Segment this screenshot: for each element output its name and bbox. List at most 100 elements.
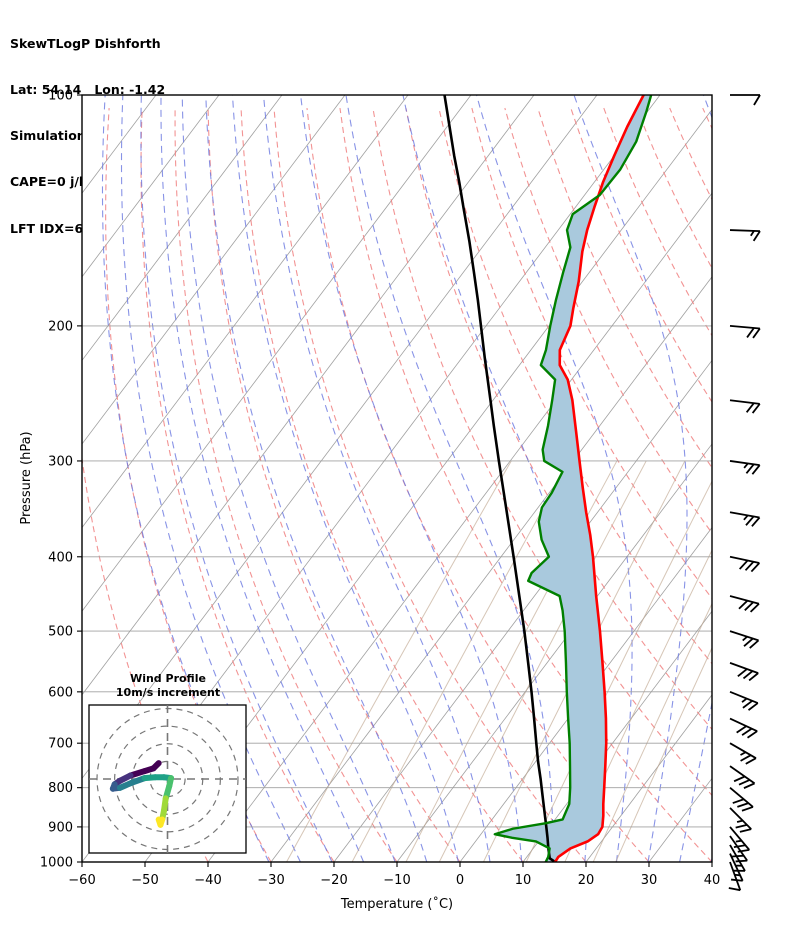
wind-barb [729, 460, 761, 475]
y-tick-label: 300 [48, 454, 73, 469]
x-axis: −60 −50 −40 −30 −20 −10 0 10 20 30 40 [68, 862, 720, 888]
wind-barb [729, 765, 756, 789]
wind-barb [729, 826, 750, 853]
moist-adiabat-line [710, 856, 712, 862]
parcel-path-curve [443, 95, 557, 862]
inset-title-line2: 10m/s increment [116, 686, 220, 699]
dry-adiabat-line [174, 108, 398, 862]
y-tick-label: 700 [48, 737, 73, 752]
moist-adiabat-line [160, 95, 365, 862]
wind-barb [729, 717, 758, 739]
dry-adiabat-line [140, 108, 335, 862]
mixing-ratio-line [482, 460, 686, 862]
wind-barb [729, 555, 761, 573]
x-tick-label: 30 [641, 873, 658, 888]
isotherm-line [82, 95, 472, 612]
y-tick-label: 900 [48, 820, 73, 835]
wind-barb [729, 630, 760, 649]
saturation-shading [494, 95, 652, 862]
x-tick-label: 10 [515, 873, 532, 888]
temperature-curve [553, 95, 645, 862]
isotherm-line [207, 192, 712, 862]
wind-barb [729, 229, 761, 242]
x-tick-label: −60 [68, 873, 95, 888]
dry-adiabat-line [273, 108, 587, 862]
wind-barb [729, 786, 754, 812]
y-axis: 100 200 300 400 500 600 700 800 900 1000 [40, 89, 82, 871]
y-tick-label: 1000 [40, 856, 73, 871]
y-tick-label: 100 [48, 89, 73, 104]
inset-title-line1: Wind Profile [130, 672, 206, 685]
y-tick-label: 400 [48, 550, 73, 565]
moist-adiabat-line [181, 95, 396, 862]
isotherm-line [82, 95, 409, 529]
moist-adiabat-line [140, 95, 333, 862]
isotherm-line [585, 694, 712, 862]
isotherm-line [333, 359, 712, 862]
dry-adiabat-line [702, 107, 712, 130]
dry-adiabat-line [405, 107, 712, 731]
dry-adiabat-line [537, 107, 712, 469]
wind-barb [729, 844, 746, 872]
wind-barb [729, 807, 752, 833]
mixing-ratio-line [351, 460, 570, 862]
sounding-curves [443, 95, 653, 862]
wind-barb [729, 853, 744, 882]
wind-barb [729, 662, 759, 682]
wind-barb [729, 399, 761, 414]
y-tick-label: 500 [48, 625, 73, 640]
y-tick-label: 200 [48, 319, 73, 334]
x-tick-label: 40 [704, 873, 721, 888]
x-tick-label: −30 [257, 873, 284, 888]
x-tick-label: 0 [456, 873, 464, 888]
moist-adiabat-line [262, 95, 491, 862]
dry-adiabat-line [82, 454, 209, 862]
isotherm-line [775, 95, 794, 862]
x-tick-label: −40 [194, 873, 221, 888]
hodograph-segment [155, 816, 164, 828]
dry-adiabat-line [438, 107, 712, 665]
mixing-ratio-line [615, 646, 712, 862]
x-tick-label: −10 [383, 873, 410, 888]
dry-adiabat-line [339, 107, 712, 862]
isotherm-line [82, 95, 283, 362]
y-axis-label: Pressure (hPa) [19, 431, 34, 524]
wind-barb [729, 511, 761, 527]
moist-adiabat-line [743, 95, 794, 862]
isotherm-line [82, 95, 535, 696]
wind-barb [728, 861, 742, 892]
dewpoint-curve [493, 95, 653, 862]
x-tick-label: −50 [131, 873, 158, 888]
wind-barb [730, 94, 761, 106]
header-location: Lat: 54.14 Lon: -1.42 [10, 82, 166, 98]
wind-barb [729, 595, 760, 613]
mixing-ratio-line [592, 602, 712, 862]
isotherm-line [711, 861, 712, 862]
mixing-ratio-line [286, 460, 512, 862]
saturation-area [494, 95, 652, 862]
moist-adiabat-line [300, 95, 523, 862]
moist-adiabat-line [120, 95, 301, 862]
moist-adiabat-line [205, 95, 428, 862]
isotherm-line [82, 95, 220, 278]
x-tick-label: 20 [578, 873, 595, 888]
dry-adiabat-line [769, 108, 794, 862]
moist-adiabat-line [774, 95, 794, 862]
wind-barb [729, 691, 759, 711]
y-tick-label: 600 [48, 685, 73, 700]
dry-adiabat-line [207, 108, 461, 862]
isotherm-line [82, 95, 346, 445]
dry-adiabat-line [372, 107, 712, 797]
wind-barb [729, 742, 757, 765]
wind-barb [729, 835, 748, 863]
x-tick-label: −20 [320, 873, 347, 888]
hodograph [89, 705, 246, 853]
isopleth-lines [82, 95, 794, 862]
header-title: SkewTLogP Dishforth [10, 35, 161, 51]
isotherm-line [522, 610, 712, 862]
wind-barbs [728, 94, 761, 892]
moist-adiabat-line [231, 95, 459, 862]
wind-profile-inset: Wind Profile 10m/s increment [88, 672, 247, 854]
